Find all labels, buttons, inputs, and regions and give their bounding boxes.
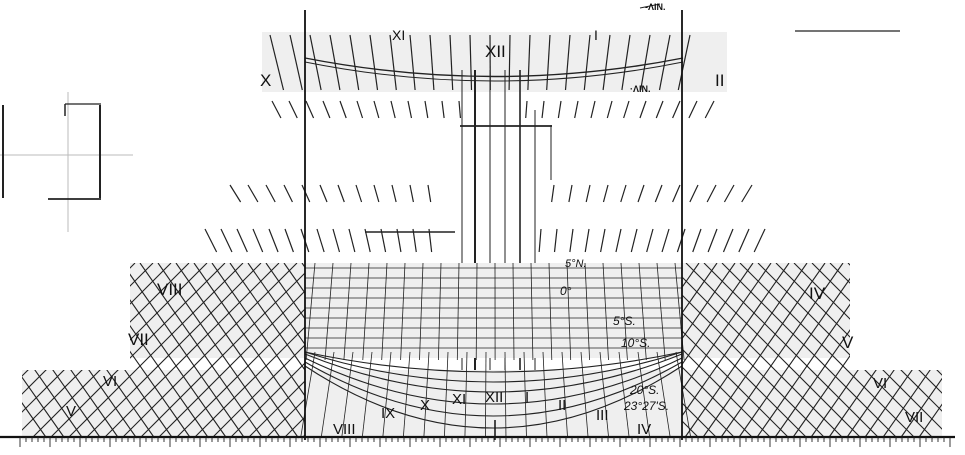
decl-0: 0° — [560, 284, 572, 298]
label-top-xii: XII — [485, 42, 506, 61]
label-top-i: I — [594, 27, 598, 43]
label-v-left: V — [66, 403, 76, 420]
label-vi-right: VI — [873, 375, 887, 392]
main-dial: VIII VII VI V IV V VI VII 5°N. 0° 5°S. 1… — [0, 258, 965, 440]
label-xii-bottom: XII — [485, 389, 503, 406]
label-vii-right: VII — [905, 409, 923, 426]
decl-10s: 10°S. — [621, 336, 650, 350]
decl-5s: 5°S. — [613, 314, 636, 328]
label-top-ii: II — [715, 71, 724, 90]
label-iii-bottom: III — [596, 407, 609, 424]
label-top-xi: XI — [392, 27, 405, 43]
label-i-bottom: I — [525, 389, 529, 406]
label-iv-right: IV — [809, 284, 826, 303]
label-iv-bottom: IV — [637, 421, 651, 438]
decl-23s: 23°27'S. — [623, 399, 669, 413]
label-viii-left: VIII — [157, 280, 183, 299]
label-x-bottom: X — [420, 397, 430, 414]
label-xi-bottom: XI — [452, 391, 466, 408]
label-top-x: X — [260, 71, 271, 90]
decl-5n: 5°N. — [565, 258, 587, 270]
strip-rows: ·ΛIN. — [205, 84, 765, 252]
label-v-right: V — [842, 333, 854, 352]
label-vi-left: VI — [103, 373, 117, 390]
mid-fragment-label: ·ΛIN. — [630, 84, 651, 94]
label-ii-bottom: II — [558, 397, 566, 414]
top-dial-fragment: -ΛIN. XI XII I X II — [260, 2, 727, 92]
decl-20s: 20°S. — [629, 383, 659, 397]
top-fragment-label: -ΛIN. — [645, 2, 666, 12]
label-viii-bottom: VIII — [333, 421, 356, 438]
alignment-cross — [0, 92, 133, 232]
label-ix-bottom: IX — [381, 405, 395, 422]
label-vii-left: VII — [128, 330, 149, 349]
